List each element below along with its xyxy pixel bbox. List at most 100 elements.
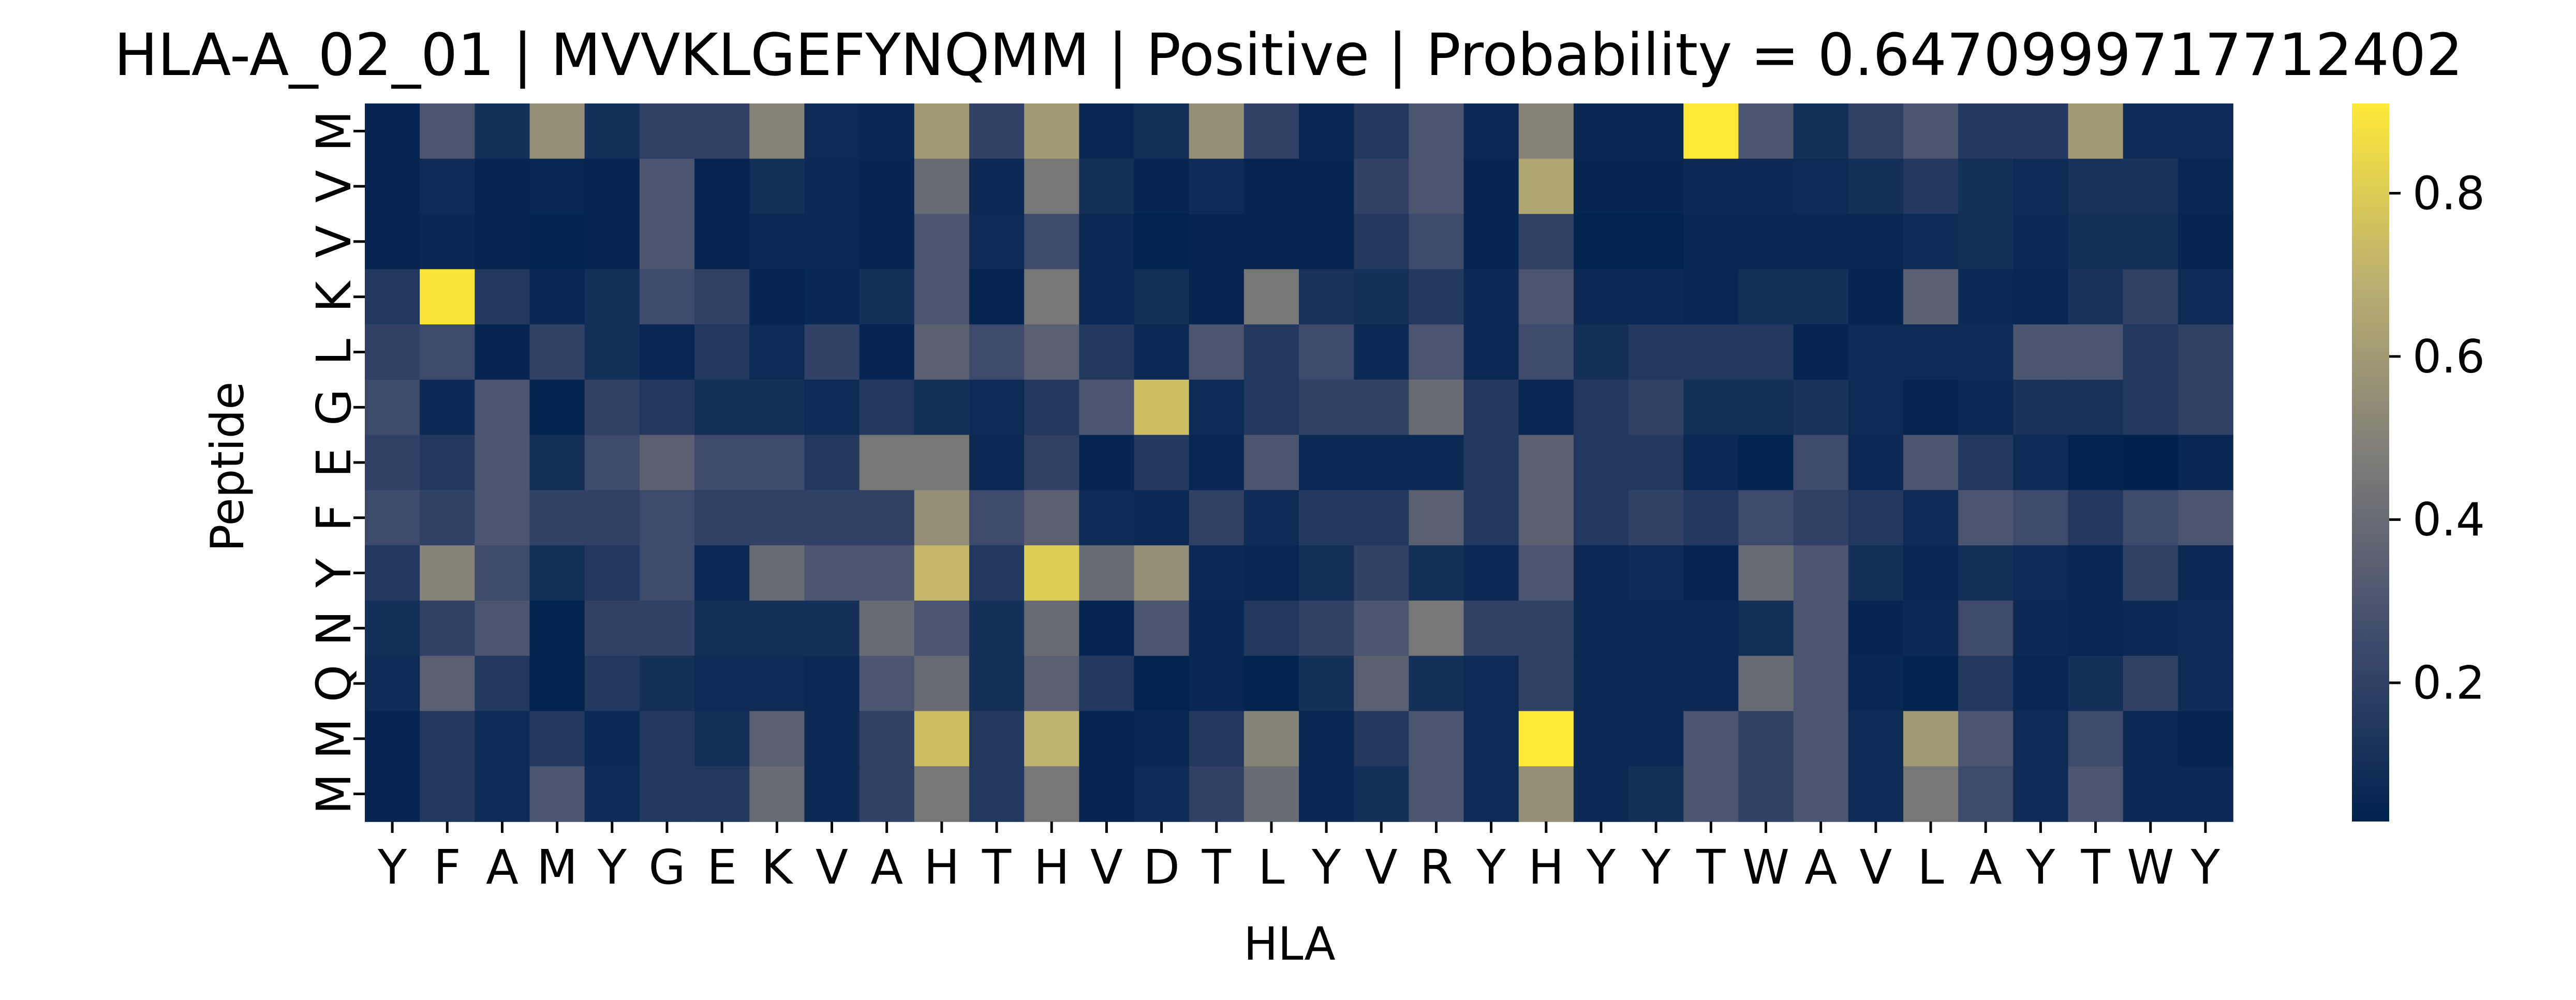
heatmap-cell (1793, 435, 1849, 491)
heatmap-cell (1354, 711, 1410, 767)
heatmap-cell (1518, 490, 1574, 546)
heatmap-cell (1189, 711, 1245, 767)
heatmap-cell (749, 545, 805, 601)
heatmap-cell (749, 490, 805, 546)
heatmap-cell (2178, 379, 2233, 436)
x-tick-label: Y (377, 840, 407, 895)
x-tick-label: D (1143, 840, 1180, 895)
heatmap-cell (859, 545, 915, 601)
heatmap-cell (914, 324, 970, 380)
heatmap-cell (475, 269, 530, 325)
heatmap-cell (1628, 158, 1684, 215)
heatmap-cell (420, 545, 476, 601)
heatmap-cell (859, 214, 915, 270)
heatmap-cell (1134, 158, 1190, 215)
heatmap-cell (365, 324, 420, 380)
x-tick-label: T (982, 840, 1012, 895)
heatmap-cell (1958, 324, 2014, 380)
heatmap-cell (1189, 103, 1245, 159)
y-tick-label: K (306, 280, 362, 312)
heatmap-cell (1463, 324, 1519, 380)
heatmap-cell (1958, 214, 2014, 270)
heatmap-cell (1024, 545, 1080, 601)
heatmap-cell (2068, 158, 2124, 215)
heatmap-cell (1683, 600, 1739, 656)
heatmap-cell (1518, 103, 1574, 159)
colorbar-tick-label: 0.8 (2412, 167, 2485, 220)
heatmap-cell (1079, 766, 1135, 822)
heatmap-cell (1024, 214, 1080, 270)
heatmap-cell (1189, 214, 1245, 270)
heatmap-cell (914, 214, 970, 270)
x-tick-label: G (648, 840, 685, 895)
heatmap-cell (969, 600, 1025, 656)
heatmap-cell (1903, 269, 1959, 325)
heatmap-cell (2068, 545, 2124, 601)
x-tick-label: Y (2025, 840, 2055, 895)
heatmap-cell (1134, 214, 1190, 270)
y-tick-label: M (306, 773, 362, 814)
heatmap-cell (1793, 600, 1849, 656)
heatmap-cell (1463, 766, 1519, 822)
heatmap-cell (1848, 158, 1904, 215)
x-tick-label: M (537, 840, 578, 895)
heatmap-cell (639, 214, 695, 270)
heatmap-cell (1463, 379, 1519, 436)
heatmap-cell (529, 711, 585, 767)
heatmap-cell (1518, 655, 1574, 712)
heatmap-cell (1134, 545, 1190, 601)
heatmap-cell (1793, 711, 1849, 767)
heatmap-cell (2068, 435, 2124, 491)
heatmap-cell (1354, 324, 1410, 380)
heatmap-cell (2013, 158, 2069, 215)
heatmap-cell (1573, 269, 1629, 325)
heatmap-cell (1738, 158, 1794, 215)
heatmap-cell (914, 158, 970, 215)
heatmap-cell (1903, 600, 1959, 656)
heatmap-cell (1409, 103, 1464, 159)
heatmap-cell (2123, 379, 2179, 436)
heatmap-cell (1243, 214, 1299, 270)
heatmap-cell (804, 158, 860, 215)
heatmap-cell (1299, 324, 1354, 380)
heatmap-cell (1628, 324, 1684, 380)
heatmap-cell (2013, 379, 2069, 436)
heatmap-cell (1573, 324, 1629, 380)
x-tick-label: V (816, 840, 848, 895)
heatmap-cell (475, 435, 530, 491)
y-tick-label: E (306, 447, 362, 477)
heatmap-cell (1189, 324, 1245, 380)
colorbar-tick-label: 0.4 (2412, 493, 2485, 546)
heatmap-cell (1463, 435, 1519, 491)
heatmap-cell (1134, 600, 1190, 656)
x-tick-label: Y (1586, 840, 1616, 895)
heatmap-cell (1848, 600, 1904, 656)
heatmap-cell (749, 435, 805, 491)
heatmap-cell (1628, 379, 1684, 436)
heatmap-cell (2013, 214, 2069, 270)
heatmap-cell (914, 655, 970, 712)
heatmap-cell (475, 655, 530, 712)
colorbar-gradient (2352, 103, 2389, 822)
heatmap-cell (1628, 103, 1684, 159)
heatmap-cell (529, 214, 585, 270)
y-tick-label: V (306, 170, 362, 203)
heatmap-cell (2068, 655, 2124, 712)
heatmap-cell (1518, 269, 1574, 325)
heatmap-cell (1463, 600, 1519, 656)
heatmap-cell (2178, 214, 2233, 270)
colorbar-tick-label: 0.6 (2412, 330, 2485, 383)
heatmap-cell (1738, 545, 1794, 601)
heatmap-cell (1354, 269, 1410, 325)
y-tick-label: Y (306, 558, 362, 588)
y-tick-label: Q (306, 665, 362, 702)
heatmap-cell (639, 324, 695, 380)
heatmap-cell (584, 766, 640, 822)
heatmap-cell (1189, 655, 1245, 712)
heatmap-cell (1299, 269, 1354, 325)
heatmap-cell (1848, 379, 1904, 436)
heatmap-cell (475, 158, 530, 215)
heatmap-cell (1354, 379, 1410, 436)
heatmap-cell (584, 711, 640, 767)
